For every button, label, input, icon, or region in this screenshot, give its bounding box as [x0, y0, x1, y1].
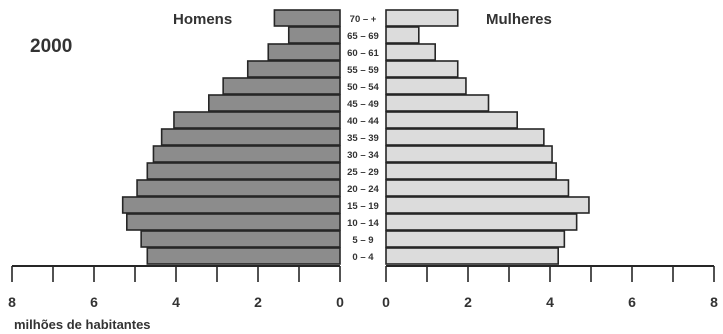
bars-layer: [121, 9, 590, 265]
right-series-label: Mulheres: [486, 11, 552, 28]
age-group-label-4: 50 – 54: [347, 82, 379, 93]
bar-mulheres-10: [385, 179, 570, 197]
x-tick-label-left-3: 2: [254, 294, 262, 310]
year-label: 2000: [30, 36, 72, 57]
bar-mulheres-1: [385, 26, 420, 44]
bar-mulheres-13: [385, 230, 566, 248]
x-tick-label-right-1: 2: [464, 294, 472, 310]
bar-mulheres-5: [385, 94, 490, 112]
bar-mulheres-8: [385, 145, 553, 163]
bar-mulheres-4: [385, 77, 467, 95]
age-group-label-10: 20 – 24: [347, 184, 379, 195]
category-labels-layer: 70 – + 65 – 69 60 – 61 55 – 59 50 – 54 45 – 4…: [347, 14, 379, 263]
bar-mulheres-9: [385, 162, 557, 180]
bar-homens-8: [152, 145, 341, 163]
bar-homens-1: [287, 26, 341, 44]
x-tick-label-left-1: 6: [90, 294, 98, 310]
bar-homens-14: [146, 247, 341, 265]
bar-mulheres-2: [385, 43, 437, 61]
left-series-label: Homens: [173, 11, 232, 28]
bar-homens-6: [173, 111, 341, 129]
bar-homens-10: [136, 179, 341, 197]
age-group-label-5: 45 – 49: [347, 99, 379, 110]
x-tick-label-right-4: 8: [710, 294, 718, 310]
bar-mulheres-7: [385, 128, 545, 146]
age-group-label-13: 5 – 9: [352, 235, 373, 246]
bar-homens-11: [121, 196, 341, 214]
x-tick-label-right-3: 6: [628, 294, 636, 310]
age-group-label-6: 40 – 44: [347, 116, 379, 127]
age-group-label-0: 70 – +: [350, 14, 377, 25]
bar-homens-0: [273, 9, 341, 27]
bar-mulheres-6: [385, 111, 518, 129]
bar-homens-3: [246, 60, 341, 78]
age-group-label-2: 60 – 61: [347, 48, 379, 59]
x-tick-label-left-2: 4: [172, 294, 180, 310]
bar-homens-5: [208, 94, 341, 112]
bar-mulheres-0: [385, 9, 459, 27]
bar-mulheres-14: [385, 247, 559, 265]
x-axis-layer: 8 6 4 2 0 0 2 4 6 8: [8, 265, 718, 310]
x-tick-label-left-0: 8: [8, 294, 16, 310]
bar-homens-13: [140, 230, 341, 248]
bar-homens-12: [126, 213, 341, 231]
bar-homens-4: [222, 77, 341, 95]
age-group-label-1: 65 – 69: [347, 31, 379, 42]
bar-homens-2: [267, 43, 341, 61]
bar-mulheres-12: [385, 213, 578, 231]
age-group-label-11: 15 – 19: [347, 201, 379, 212]
bar-homens-9: [146, 162, 341, 180]
bar-homens-7: [160, 128, 341, 146]
x-tick-label-left-4: 0: [336, 294, 344, 310]
age-group-label-9: 25 – 29: [347, 167, 379, 178]
age-group-label-8: 30 – 34: [347, 150, 379, 161]
bar-mulheres-11: [385, 196, 590, 214]
x-tick-label-right-0: 0: [382, 294, 390, 310]
x-axis-label: milhões de habitantes: [14, 317, 151, 332]
bar-mulheres-3: [385, 60, 459, 78]
age-group-label-7: 35 – 39: [347, 133, 379, 144]
age-group-label-12: 10 – 14: [347, 218, 379, 229]
age-group-label-14: 0 – 4: [352, 252, 374, 263]
x-tick-label-right-2: 4: [546, 294, 554, 310]
age-group-label-3: 55 – 59: [347, 65, 379, 76]
